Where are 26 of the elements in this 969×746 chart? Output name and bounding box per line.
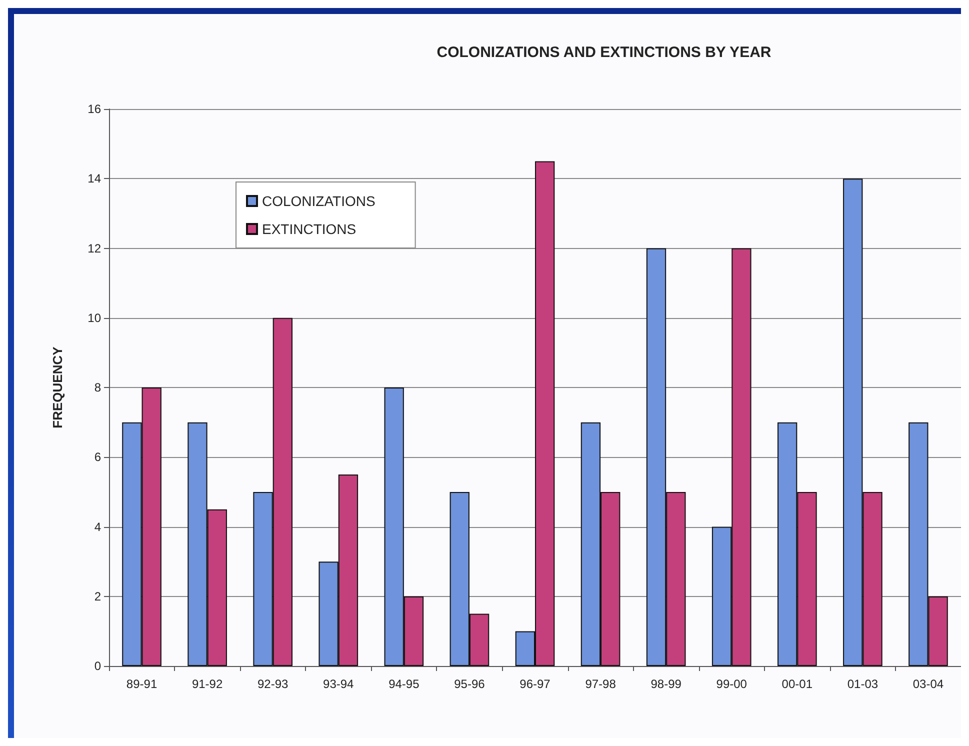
y-tick-label: 16 (88, 102, 102, 116)
y-tick-label: 4 (94, 520, 102, 534)
x-tick-label: 93-94 (323, 677, 354, 691)
x-tick-label: 97-98 (585, 677, 616, 691)
x-tick-label: 92-93 (257, 677, 289, 691)
x-tick-label: 01-03 (847, 677, 878, 691)
y-tick-label: 0 (94, 659, 102, 673)
y-tick-label: 2 (94, 589, 102, 604)
x-tick-label: 94-95 (388, 677, 420, 691)
x-tick-label: 91-92 (192, 677, 223, 691)
x-tick-label: 00-01 (782, 677, 813, 691)
x-tick-label: 99-00 (716, 677, 748, 691)
legend-label: COLONIZATIONS (262, 193, 376, 209)
y-tick-label: 14 (88, 172, 102, 186)
y-tick-label: 8 (94, 380, 102, 394)
x-tick-label: 03-04 (912, 677, 944, 691)
y-tick-label: 10 (88, 310, 102, 325)
x-tick-label: 89-91 (126, 677, 158, 691)
x-tick-label: 95-96 (454, 677, 486, 691)
x-tick-label: 98-99 (650, 677, 682, 691)
y-axis-title: FREQUENCY (50, 346, 65, 428)
chart-title: COLONIZATIONS AND EXTINCTIONS BY YEAR (436, 44, 772, 61)
y-tick-label: 12 (88, 241, 102, 256)
legend-label: EXTINCTIONS (262, 221, 356, 237)
y-tick-label: 6 (94, 450, 102, 464)
x-tick-label: 96-97 (520, 677, 551, 691)
